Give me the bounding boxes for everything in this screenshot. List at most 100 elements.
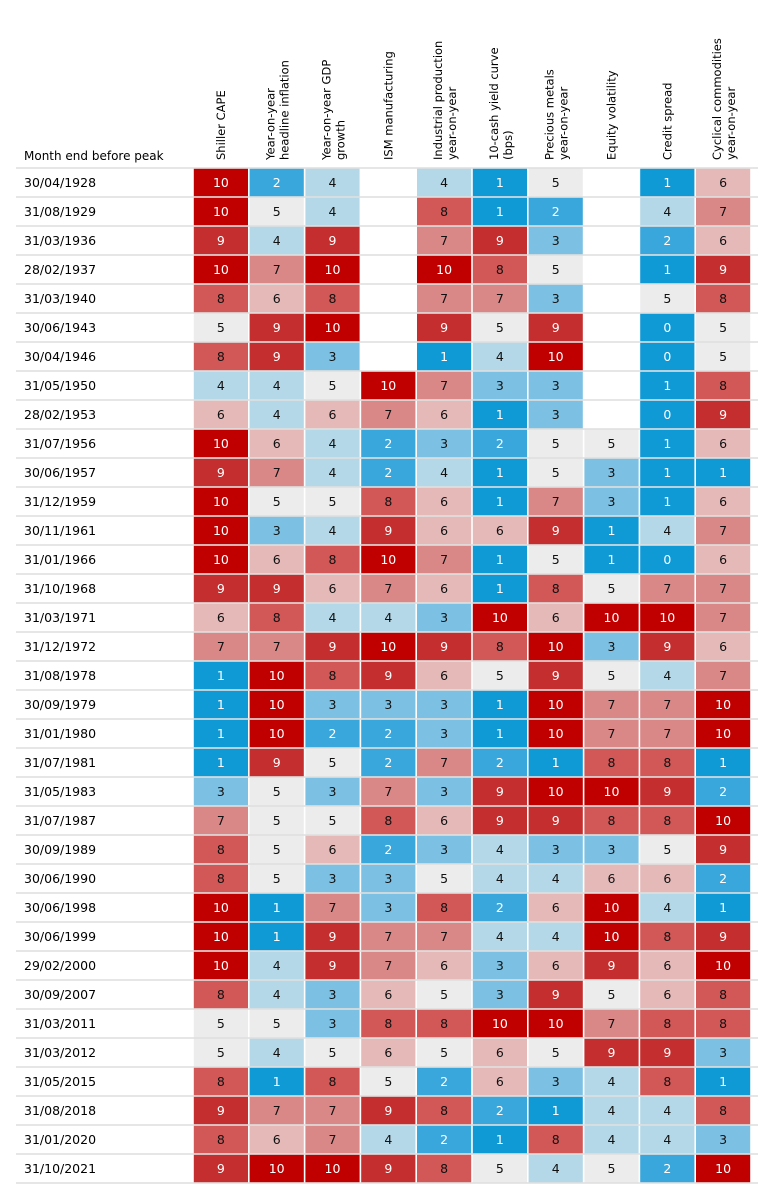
heatmap-cell — [584, 806, 639, 835]
heatmap-cell-value: 5 — [273, 494, 281, 509]
heatmap-cell — [640, 284, 695, 313]
row-label: 31/03/1940 — [24, 291, 96, 306]
heatmap-cell-value: 5 — [329, 755, 337, 770]
heatmap-cell — [417, 487, 472, 516]
heatmap-cell-value: 3 — [440, 436, 448, 451]
heatmap-cell-value: 3 — [384, 697, 392, 712]
heatmap-cell — [696, 255, 751, 284]
heatmap-cell-value: 5 — [552, 1045, 560, 1060]
row-label: 31/01/1980 — [24, 726, 96, 741]
heatmap-cell — [305, 255, 360, 284]
heatmap-cell — [528, 690, 583, 719]
column-header: Industrial productionyear-on-year — [431, 41, 459, 160]
heatmap-cell — [528, 719, 583, 748]
heatmap-cell — [640, 632, 695, 661]
heatmap-cell — [640, 458, 695, 487]
heatmap-cell-value: 9 — [608, 1045, 616, 1060]
heatmap-cell — [361, 980, 416, 1009]
heatmap-cell-value: 0 — [663, 407, 671, 422]
heatmap-cell-value: 10 — [548, 349, 564, 364]
heatmap-cell-value: 6 — [273, 552, 281, 567]
heatmap-cell — [193, 980, 248, 1009]
heatmap-cell-value: 2 — [496, 900, 504, 915]
heatmap-cell — [249, 603, 304, 632]
heatmap-cell-value: 10 — [659, 610, 675, 625]
heatmap-cell — [528, 400, 583, 429]
heatmap-cell-value: 5 — [440, 1045, 448, 1060]
heatmap-cell — [417, 806, 472, 835]
heatmap-cell — [417, 255, 472, 284]
heatmap-cell-value: 2 — [663, 233, 671, 248]
heatmap-cell — [249, 777, 304, 806]
heatmap-cell-value: 8 — [440, 900, 448, 915]
heatmap-cell — [417, 951, 472, 980]
heatmap-cell — [249, 197, 304, 226]
heatmap-cell-value: 1 — [496, 465, 504, 480]
heatmap-cell — [696, 864, 751, 893]
heatmap-cell-value: 4 — [496, 842, 504, 857]
heatmap-cell-value: 9 — [273, 755, 281, 770]
heatmap-cell-value: 3 — [552, 378, 560, 393]
heatmap-cell-value: 8 — [719, 291, 727, 306]
heatmap-cell-value: 2 — [663, 1161, 671, 1176]
heatmap-cell-value: 7 — [273, 1103, 281, 1118]
row-label: 31/08/2018 — [24, 1103, 96, 1118]
heatmap-cell-value: 9 — [719, 929, 727, 944]
heatmap-cell — [417, 864, 472, 893]
heatmap-cell-value: 5 — [273, 813, 281, 828]
column-header: Cyclical commoditiesyear-on-year — [710, 38, 738, 160]
heatmap-cell-value: 5 — [496, 1161, 504, 1176]
column-header-line: Credit spread — [660, 83, 674, 160]
heatmap-cell-value: 1 — [273, 1074, 281, 1089]
heatmap-cell — [640, 661, 695, 690]
heatmap-cell — [472, 1067, 527, 1096]
heatmap-cell — [193, 835, 248, 864]
heatmap-cell — [249, 545, 304, 574]
heatmap-cell-value: 0 — [663, 349, 671, 364]
heatmap-cell-value: 5 — [552, 436, 560, 451]
heatmap-cell — [584, 893, 639, 922]
heatmap-cell — [249, 864, 304, 893]
heatmap-cell-value: 3 — [329, 987, 337, 1002]
heatmap-cell — [193, 1154, 248, 1183]
heatmap-cell — [472, 1038, 527, 1067]
heatmap-cell — [305, 806, 360, 835]
column-header: Shiller CAPE — [214, 90, 228, 160]
heatmap-cell-value: 1 — [663, 494, 671, 509]
heatmap-cell — [361, 1038, 416, 1067]
heatmap-cell-value: 6 — [552, 610, 560, 625]
heatmap-cell-value: 6 — [440, 813, 448, 828]
heatmap-cell — [417, 545, 472, 574]
heatmap-cell — [361, 371, 416, 400]
heatmap-cell-value: 1 — [719, 755, 727, 770]
heatmap-cell-value: 9 — [329, 639, 337, 654]
heatmap-cell — [249, 429, 304, 458]
heatmap-cell-value: 1 — [719, 465, 727, 480]
heatmap-cell — [528, 1038, 583, 1067]
heatmap-cell-value: 9 — [440, 320, 448, 335]
heatmap-cell-value: 5 — [329, 494, 337, 509]
heatmap-cell — [640, 864, 695, 893]
heatmap-cell — [584, 748, 639, 777]
heatmap-cell — [193, 313, 248, 342]
heatmap-cell — [305, 719, 360, 748]
heatmap-cell-value: 7 — [384, 958, 392, 973]
heatmap-cell — [528, 371, 583, 400]
heatmap-cell-value: 8 — [217, 1132, 225, 1147]
heatmap-cell-value: 2 — [384, 726, 392, 741]
heatmap-cell — [584, 458, 639, 487]
heatmap-cell — [696, 980, 751, 1009]
heatmap-cell-value: 7 — [384, 581, 392, 596]
heatmap-cell — [696, 371, 751, 400]
column-header-line: Precious metals — [543, 69, 557, 160]
heatmap-cell — [584, 661, 639, 690]
heatmap-cell — [640, 400, 695, 429]
heatmap-cell — [696, 168, 751, 197]
heatmap-cell — [417, 429, 472, 458]
column-header-line: year-on-year — [557, 87, 571, 160]
heatmap-cell — [193, 893, 248, 922]
heatmap-cell-value: 4 — [663, 1103, 671, 1118]
heatmap-cell-value: 9 — [719, 842, 727, 857]
heatmap-cell-value: 4 — [273, 378, 281, 393]
